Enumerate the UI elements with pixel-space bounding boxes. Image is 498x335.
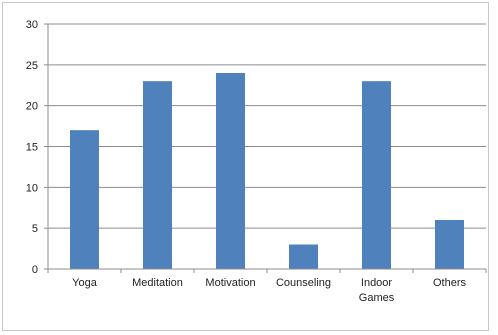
bar [143, 81, 172, 270]
bars [70, 73, 464, 270]
bar [289, 244, 318, 269]
x-tick-label: Motivation [205, 277, 255, 289]
bar [70, 130, 99, 269]
bar [435, 220, 464, 269]
axes [44, 23, 487, 273]
x-tick-label: Meditation [132, 277, 183, 289]
bar-chart: 0 5 10 15 20 25 30 Yoga Meditation Motivation Cou… [26, 19, 487, 304]
x-tick-label: Counseling [276, 277, 331, 289]
x-tick-label: Yoga [72, 277, 98, 289]
gridlines [48, 23, 486, 229]
y-tick-labels: 0 5 10 15 20 25 30 [26, 19, 38, 276]
y-tick-label: 0 [32, 264, 38, 276]
y-tick-label: 15 [26, 142, 38, 154]
bar [362, 81, 391, 270]
y-tick-label: 10 [26, 182, 38, 194]
y-tick-label: 20 [26, 101, 38, 113]
x-tick-label: Indoor Games [359, 277, 395, 304]
bar [216, 73, 245, 269]
y-tick-label: 5 [32, 223, 38, 235]
chart-frame: 0 5 10 15 20 25 30 Yoga Meditation Motivation Cou… [2, 2, 489, 331]
x-tick-label: Others [433, 277, 467, 289]
y-tick-label: 30 [26, 19, 38, 31]
y-tick-label: 25 [26, 60, 38, 72]
x-tick-labels: Yoga Meditation Motivation Counseling Indoor… [72, 277, 466, 304]
